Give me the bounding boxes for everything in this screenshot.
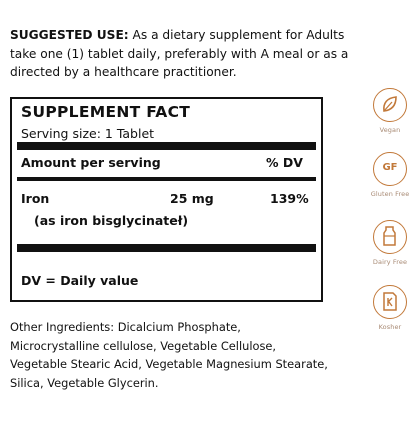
panel-title: SUPPLEMENT FACT [21,103,191,121]
badge-gluten-free: GF Gluten Free [364,152,416,198]
divider-thick-bottom [17,244,316,252]
badge-kosher: Kosher [364,285,416,331]
serving-size: Serving size: 1 Tablet [21,126,155,141]
divider-thick [17,142,316,150]
suggested-use: SUGGESTED USE: As a dietary supplement f… [10,26,358,82]
badge-caption: Vegan [379,126,401,134]
divider-medium [17,177,316,181]
badge-caption: Dairy Free [372,258,408,266]
nutrient-name: Iron [21,191,50,206]
badge-caption: Kosher [378,323,402,331]
milk-bottle-icon [383,226,396,246]
kosher-icon [383,292,397,311]
other-ingredients: Other Ingredients: Dicalcium Phosphate, … [10,320,328,390]
badge-dairy-free: Dairy Free [364,220,416,266]
suggested-use-text: As a dietary supplement for Adults take … [10,28,349,79]
gf-mark: GF [382,162,398,173]
header-dv: % DV [266,155,303,170]
nutrient-dv: 139% [270,191,309,206]
leaf-icon [383,96,397,112]
dv-note: DV = Daily value [21,273,139,288]
nutrient-form: (as iron bisglycinateł) [34,213,189,228]
nutrient-amount: 25 mg [170,191,214,206]
badge-vegan: Vegan [364,88,416,134]
supplement-facts-panel: SUPPLEMENT FACT Serving size: 1 Tablet A… [10,97,323,302]
header-amount: Amount per serving [21,155,161,170]
suggested-use-label: SUGGESTED USE: [10,28,129,42]
gluten-free-icon: GF [373,152,407,186]
badge-caption: Gluten Free [370,190,410,198]
